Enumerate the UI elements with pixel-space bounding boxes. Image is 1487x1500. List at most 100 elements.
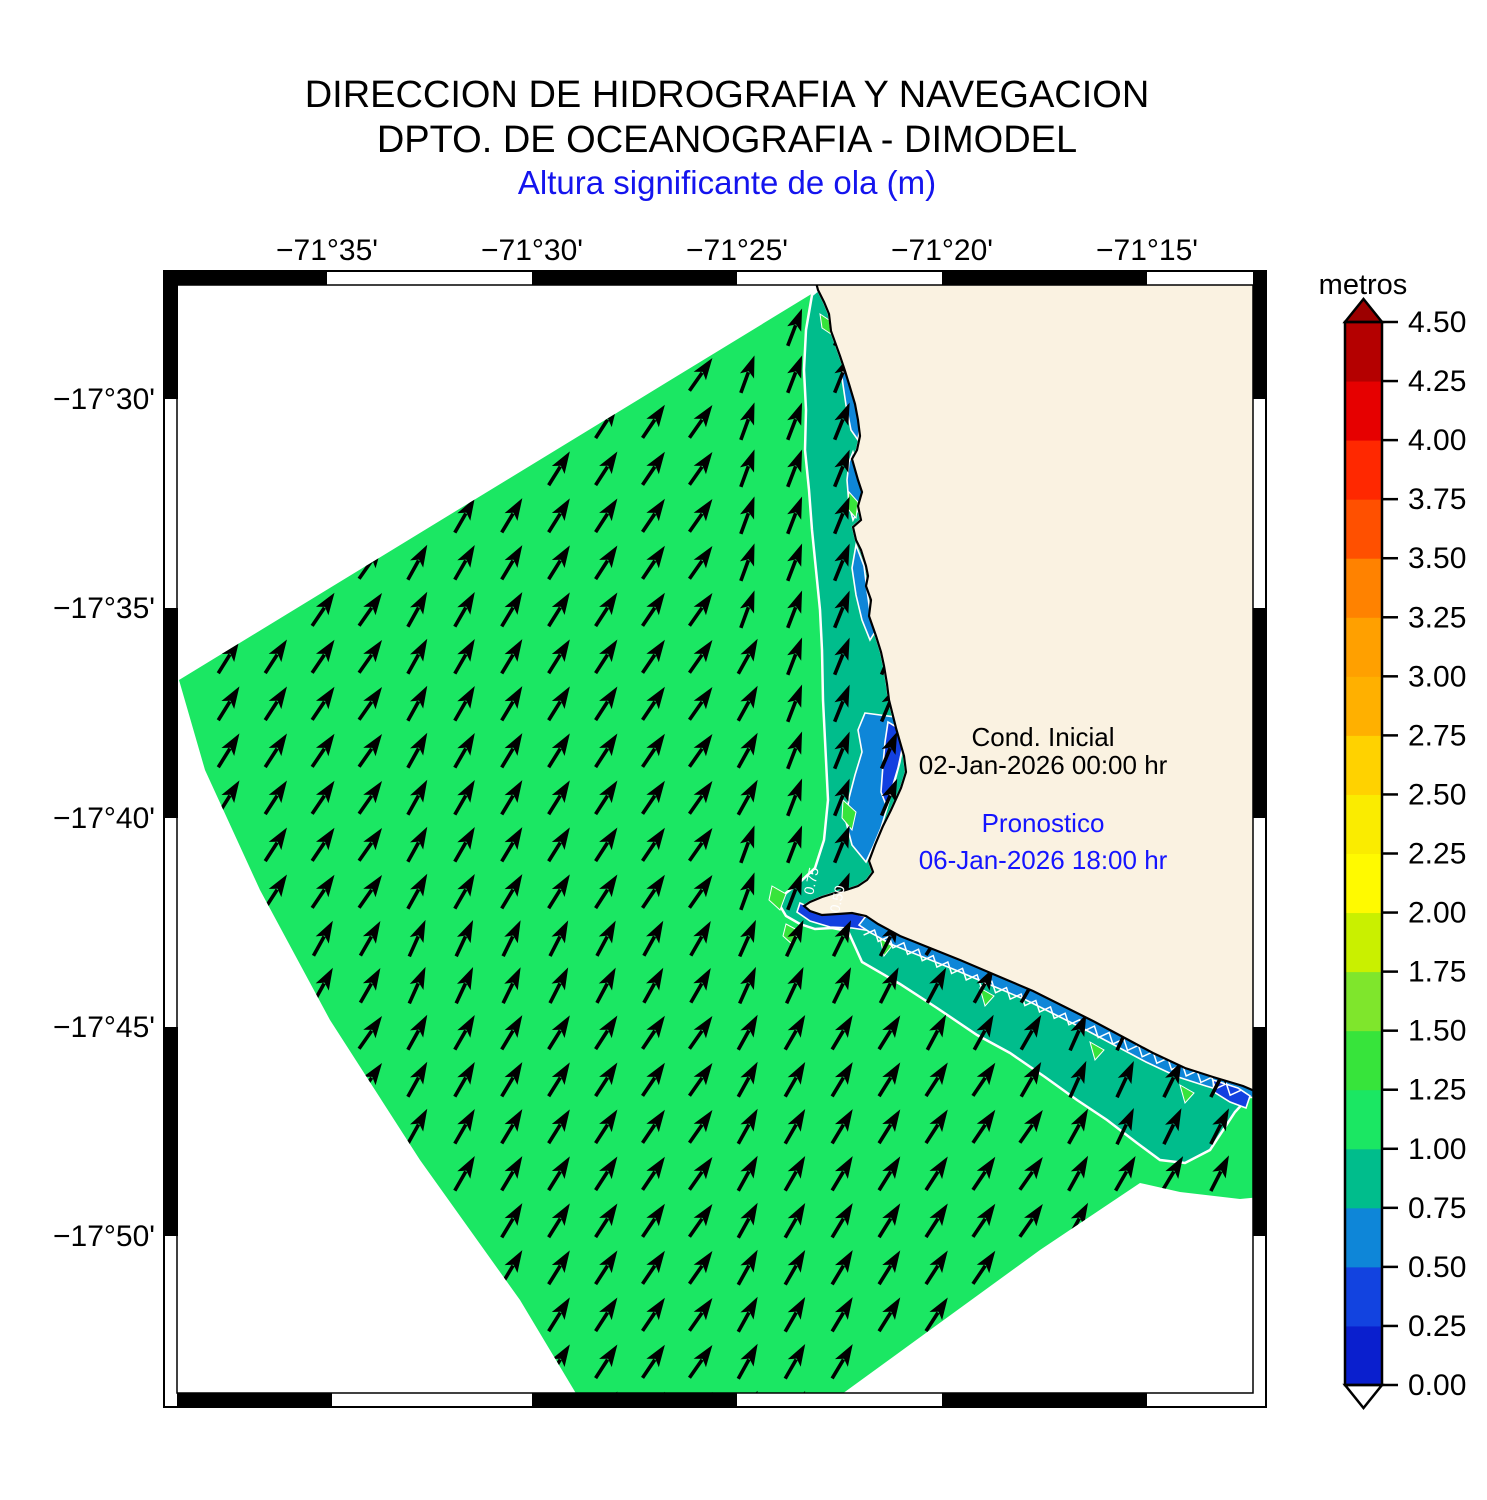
frame-checker-segment bbox=[1253, 608, 1266, 818]
light-green-patch bbox=[979, 986, 995, 1008]
wave-arrow bbox=[594, 827, 618, 863]
wave-arrow bbox=[454, 920, 474, 958]
wave-arrow bbox=[310, 592, 335, 627]
longitude-tick-label: −71°20' bbox=[891, 234, 993, 267]
wave-arrow bbox=[924, 1109, 948, 1145]
wave-arrow bbox=[971, 1109, 996, 1144]
wave-arrow bbox=[832, 449, 850, 488]
wave-arrow bbox=[1068, 1060, 1087, 1099]
wave-arrow bbox=[831, 967, 852, 1004]
wave-arrow bbox=[216, 686, 240, 722]
frame-checker-segment bbox=[165, 608, 178, 818]
wave-arrow bbox=[688, 404, 713, 439]
wave-arrow bbox=[263, 686, 287, 722]
colorbar-unit-label: metros bbox=[1319, 269, 1408, 301]
forecast-date: 06-Jan-2026 18:00 hr bbox=[919, 845, 1168, 875]
map-frame bbox=[163, 270, 1267, 1408]
frame-outer-line bbox=[163, 270, 1267, 1408]
wave-arrow bbox=[500, 1203, 523, 1239]
wave-arrow bbox=[406, 638, 428, 675]
wave-arrow bbox=[641, 404, 665, 439]
latitude-tick-label: −17°30' bbox=[53, 383, 155, 416]
wave-arrow bbox=[688, 592, 713, 627]
wave-arrow bbox=[739, 590, 755, 629]
wave-arrow bbox=[971, 1203, 996, 1238]
wave-arrow bbox=[453, 1108, 475, 1145]
wave-arrow bbox=[406, 732, 428, 769]
wave-arrow bbox=[547, 874, 570, 910]
wave-arrow bbox=[310, 733, 335, 768]
wave-arrow bbox=[786, 543, 803, 582]
wave-arrow bbox=[786, 449, 803, 488]
wave-arrow bbox=[739, 449, 755, 488]
wave-arrow bbox=[688, 874, 713, 909]
wave-arrow bbox=[688, 1203, 713, 1238]
frame-checker-segment bbox=[1253, 1027, 1266, 1236]
wave-arrow bbox=[971, 1250, 996, 1285]
wave-arrow bbox=[641, 1203, 665, 1238]
wave-arrow bbox=[688, 827, 713, 862]
wave-arrow bbox=[310, 686, 335, 721]
wave-arrow bbox=[594, 639, 618, 675]
wave-arrow bbox=[924, 1062, 948, 1098]
colorbar-segment bbox=[1345, 1266, 1382, 1327]
wave-arrow bbox=[688, 639, 713, 674]
wave-arrow bbox=[594, 1297, 618, 1333]
wave-arrow bbox=[406, 1108, 428, 1145]
wave-arrow bbox=[971, 1156, 996, 1191]
wave-arrow bbox=[641, 498, 665, 533]
wave-arrow bbox=[688, 357, 713, 392]
wave-arrow bbox=[739, 402, 755, 441]
colorbar-segment bbox=[1345, 853, 1382, 914]
wave-arrow bbox=[736, 1343, 758, 1380]
wave-arrow bbox=[594, 1015, 618, 1051]
wave-arrow bbox=[736, 1202, 758, 1239]
wave-arrow bbox=[736, 779, 758, 816]
wave-arrow bbox=[641, 780, 665, 815]
wave-arrow bbox=[357, 686, 383, 721]
light-green-patch bbox=[768, 885, 787, 911]
colorbar-tick-label: 3.50 bbox=[1408, 542, 1466, 575]
wave-arrow bbox=[877, 1203, 901, 1239]
wave-arrow bbox=[688, 1015, 713, 1050]
wave-arrow bbox=[406, 544, 428, 581]
frame-checker-segment bbox=[1253, 818, 1266, 1027]
wave-arrow bbox=[500, 498, 523, 534]
wave-arrow bbox=[548, 967, 569, 1004]
wave-arrow bbox=[1209, 1108, 1229, 1145]
wave-arrow bbox=[688, 1156, 713, 1191]
colorbar-tick-label: 0.25 bbox=[1408, 1310, 1466, 1343]
wave-arrow bbox=[501, 967, 521, 1004]
colorbar-tick-label: 0.75 bbox=[1408, 1192, 1466, 1225]
wave-arrow bbox=[453, 685, 475, 722]
wave-arrow bbox=[786, 402, 803, 441]
wave-arrow bbox=[783, 1202, 806, 1239]
wave-arrow bbox=[595, 920, 616, 957]
wave-arrow bbox=[453, 1155, 475, 1192]
wave-arrow bbox=[594, 1203, 618, 1239]
colorbar-tick-label: 4.25 bbox=[1408, 365, 1466, 398]
colorbar-segment bbox=[1345, 794, 1382, 854]
wave-arrow bbox=[832, 778, 850, 817]
wave-arrow bbox=[736, 1155, 758, 1192]
wave-arrow bbox=[406, 826, 428, 863]
wave-arrow bbox=[310, 874, 335, 909]
wave-arrow bbox=[547, 1015, 570, 1051]
page-subtitle-dept: DPTO. DE OCEANOGRAFIA - DIMODEL bbox=[377, 119, 1077, 161]
wave-arrow bbox=[641, 639, 665, 674]
wave-arrow bbox=[832, 825, 850, 864]
wave-arrow bbox=[500, 592, 523, 628]
wave-arrow bbox=[453, 732, 475, 769]
frame-checker-segment bbox=[532, 1393, 737, 1406]
wave-arrow bbox=[736, 638, 758, 675]
wave-arrow bbox=[1019, 1061, 1042, 1098]
wave-arrow bbox=[739, 543, 755, 582]
wave-arrow bbox=[831, 920, 852, 957]
wave-arrow bbox=[1115, 1108, 1134, 1146]
wave-arrow bbox=[641, 1156, 665, 1191]
frame-checker-segment bbox=[1253, 399, 1266, 608]
frame-checker-segment bbox=[942, 1393, 1147, 1406]
wave-arrow bbox=[263, 780, 287, 816]
wave-arrow bbox=[406, 873, 428, 910]
wave-arrow bbox=[924, 1156, 948, 1192]
